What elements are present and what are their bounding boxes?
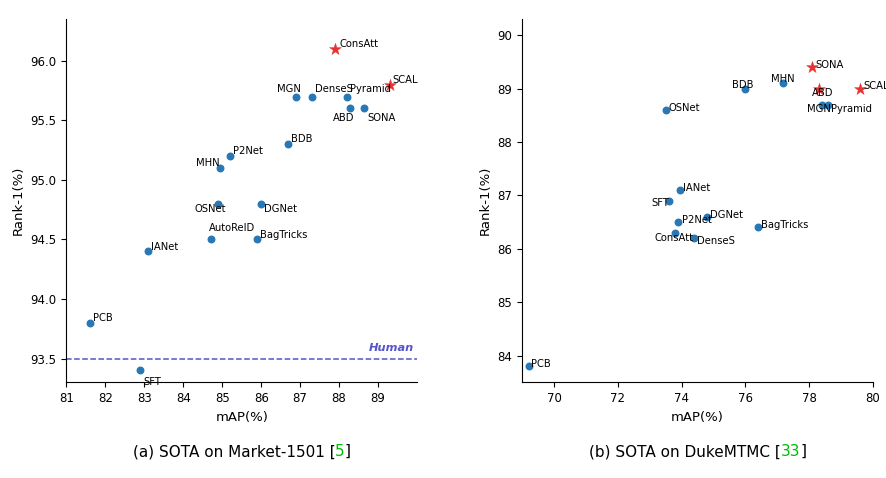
- Point: [343, 105, 357, 112]
- Point: [668, 229, 682, 237]
- Text: Pyramid: Pyramid: [831, 104, 873, 114]
- Text: OSNet: OSNet: [669, 103, 700, 113]
- Text: SCAL: SCAL: [392, 75, 418, 85]
- Point: [812, 85, 826, 92]
- Point: [204, 236, 218, 243]
- Point: [383, 81, 397, 88]
- Text: MHN: MHN: [771, 75, 795, 85]
- Text: SONA: SONA: [367, 113, 395, 123]
- Text: 5: 5: [335, 444, 345, 459]
- Point: [82, 319, 97, 326]
- Text: SFT: SFT: [144, 378, 161, 387]
- Point: [282, 141, 296, 148]
- Text: DGNet: DGNet: [711, 210, 743, 220]
- Text: SFT: SFT: [651, 198, 669, 208]
- Text: MGN: MGN: [807, 104, 831, 114]
- Point: [250, 236, 264, 243]
- Point: [211, 200, 225, 207]
- Point: [340, 93, 354, 100]
- X-axis label: mAP(%): mAP(%): [671, 411, 724, 424]
- Point: [805, 64, 820, 71]
- Text: ]: ]: [345, 444, 351, 459]
- Text: Human: Human: [369, 343, 415, 353]
- Text: Pyramid: Pyramid: [350, 85, 391, 94]
- Point: [776, 79, 790, 87]
- Text: BDB: BDB: [291, 134, 313, 144]
- Text: ]: ]: [800, 444, 806, 459]
- Text: DGNet: DGNet: [264, 204, 297, 214]
- Point: [357, 105, 371, 112]
- Point: [328, 45, 342, 53]
- Text: SCAL: SCAL: [863, 81, 886, 91]
- Point: [254, 200, 268, 207]
- Text: P2Net: P2Net: [233, 146, 262, 156]
- Point: [738, 85, 752, 92]
- Text: 33: 33: [781, 444, 800, 459]
- Point: [289, 93, 303, 100]
- Point: [751, 224, 766, 231]
- Text: IANet: IANet: [151, 241, 178, 251]
- Text: MGN: MGN: [276, 85, 300, 94]
- Point: [700, 213, 714, 221]
- Text: IANet: IANet: [683, 183, 711, 193]
- Text: AutoReID: AutoReID: [208, 223, 255, 233]
- Point: [821, 101, 835, 109]
- Text: SONA: SONA: [815, 60, 843, 69]
- Point: [688, 234, 702, 242]
- Text: ConsAtt: ConsAtt: [655, 233, 694, 243]
- Point: [141, 248, 155, 255]
- Y-axis label: Rank-1(%): Rank-1(%): [479, 166, 492, 236]
- Point: [223, 152, 237, 160]
- Text: (a) SOTA on Market-1501 [: (a) SOTA on Market-1501 [: [133, 444, 335, 459]
- Point: [522, 362, 536, 370]
- Point: [814, 101, 828, 109]
- Point: [672, 186, 687, 194]
- Text: BDB: BDB: [733, 80, 754, 90]
- Point: [672, 218, 686, 226]
- Text: (b) SOTA on DukeMTMC [: (b) SOTA on DukeMTMC [: [589, 444, 781, 459]
- Text: DenseS: DenseS: [697, 236, 735, 246]
- Point: [134, 367, 148, 374]
- Point: [658, 106, 672, 114]
- Text: ABD: ABD: [812, 88, 834, 98]
- Point: [662, 197, 676, 205]
- Point: [214, 164, 228, 172]
- Text: BagTricks: BagTricks: [761, 220, 809, 230]
- Text: PCB: PCB: [92, 313, 113, 323]
- Text: P2Net: P2Net: [681, 215, 711, 225]
- X-axis label: mAP(%): mAP(%): [215, 411, 268, 424]
- Point: [853, 85, 867, 92]
- Text: DenseS: DenseS: [315, 85, 353, 94]
- Text: ConsAtt: ConsAtt: [339, 39, 378, 49]
- Text: ABD: ABD: [332, 113, 354, 123]
- Text: PCB: PCB: [531, 359, 550, 369]
- Text: MHN: MHN: [196, 158, 220, 168]
- Y-axis label: Rank-1(%): Rank-1(%): [12, 166, 25, 236]
- Text: BagTricks: BagTricks: [260, 230, 307, 239]
- Text: OSNet: OSNet: [194, 204, 226, 214]
- Point: [305, 93, 319, 100]
